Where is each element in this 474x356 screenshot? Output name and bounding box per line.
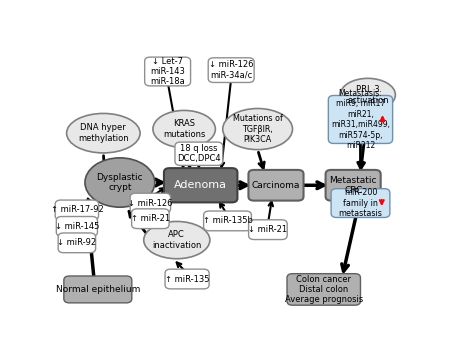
Text: Metastatic
CRC: Metastatic CRC xyxy=(329,176,377,195)
Text: ↓ miR-21: ↓ miR-21 xyxy=(248,225,287,234)
Text: Adenoma: Adenoma xyxy=(174,180,227,190)
Text: ↓ Let-7
miR-143
miR-18a: ↓ Let-7 miR-143 miR-18a xyxy=(150,57,185,87)
Text: Normal epithelium: Normal epithelium xyxy=(55,285,140,294)
FancyBboxPatch shape xyxy=(165,269,209,289)
Ellipse shape xyxy=(223,109,292,150)
FancyBboxPatch shape xyxy=(164,168,237,203)
Text: 18 q loss
DCC,DPC4: 18 q loss DCC,DPC4 xyxy=(177,144,221,163)
FancyBboxPatch shape xyxy=(145,57,191,86)
FancyBboxPatch shape xyxy=(249,220,287,240)
Ellipse shape xyxy=(85,158,155,207)
Text: ↑ miR-21: ↑ miR-21 xyxy=(131,214,170,223)
Text: KRAS
mutations: KRAS mutations xyxy=(163,119,205,139)
FancyBboxPatch shape xyxy=(130,193,171,213)
FancyBboxPatch shape xyxy=(55,200,99,220)
FancyBboxPatch shape xyxy=(331,189,390,218)
Text: Mutations of
TGFβIR,
PIK3CA: Mutations of TGFβIR, PIK3CA xyxy=(233,114,283,144)
FancyBboxPatch shape xyxy=(64,276,132,303)
Text: ↓ miR-126: ↓ miR-126 xyxy=(128,199,173,208)
Text: PRL 3
activation: PRL 3 activation xyxy=(347,85,389,105)
Text: Colon cancer
Distal colon
Average prognosis: Colon cancer Distal colon Average progno… xyxy=(284,274,363,304)
Text: Dysplastic
crypt: Dysplastic crypt xyxy=(97,173,143,192)
FancyBboxPatch shape xyxy=(287,274,360,305)
Text: ↓ miR-126
miR-34a/c: ↓ miR-126 miR-34a/c xyxy=(209,61,254,80)
Text: ↑ miR-135: ↑ miR-135 xyxy=(165,274,210,283)
FancyBboxPatch shape xyxy=(132,209,169,229)
FancyBboxPatch shape xyxy=(204,211,251,231)
Text: ↓ miR-145: ↓ miR-145 xyxy=(55,222,99,231)
Ellipse shape xyxy=(153,110,215,148)
Text: ↑ miR-135b: ↑ miR-135b xyxy=(202,216,253,225)
FancyBboxPatch shape xyxy=(56,216,98,236)
FancyBboxPatch shape xyxy=(175,142,223,166)
FancyBboxPatch shape xyxy=(328,95,392,143)
FancyBboxPatch shape xyxy=(326,170,381,201)
FancyBboxPatch shape xyxy=(248,170,303,201)
Text: Metastasis:
miR9, miR17
miR21,
miR31,miR499,
miR574-5p,
miR212: Metastasis: miR9, miR17 miR21, miR31,miR… xyxy=(331,89,390,150)
Text: miR-200
family in
metastasis: miR-200 family in metastasis xyxy=(338,188,383,218)
Text: ↓ miR-92: ↓ miR-92 xyxy=(57,238,96,247)
Text: APC
inactivation: APC inactivation xyxy=(152,230,201,250)
Text: ↑ miR-17-92: ↑ miR-17-92 xyxy=(51,205,103,214)
Text: DNA hyper
methylation: DNA hyper methylation xyxy=(78,124,128,143)
FancyBboxPatch shape xyxy=(58,233,96,253)
Ellipse shape xyxy=(340,78,395,111)
Text: Carcinoma: Carcinoma xyxy=(252,181,300,190)
FancyBboxPatch shape xyxy=(208,58,254,83)
Ellipse shape xyxy=(144,221,210,259)
Ellipse shape xyxy=(66,114,140,153)
